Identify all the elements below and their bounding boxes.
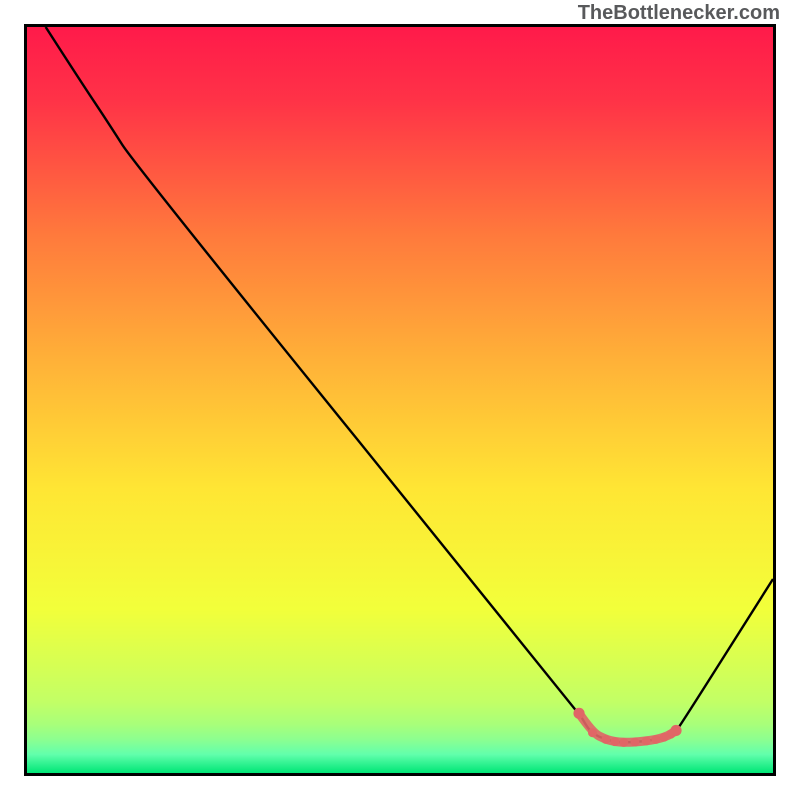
flat-zone-dot (573, 708, 584, 719)
flat-zone-dot (588, 728, 597, 737)
flat-zone-dot (610, 737, 619, 746)
flat-zone-marker (573, 708, 681, 747)
flat-zone-dot (651, 735, 660, 744)
flat-zone-dot (601, 735, 610, 744)
flat-zone-dot (642, 736, 651, 745)
curve-layer (27, 27, 773, 773)
bottleneck-chart: TheBottlenecker.com (0, 0, 800, 800)
flat-zone-dot (631, 738, 640, 747)
plot-area (24, 24, 776, 776)
bottleneck-curve (46, 27, 773, 742)
flat-zone-dot (670, 725, 681, 736)
watermark-text: TheBottlenecker.com (578, 2, 780, 25)
flat-zone-dot (619, 738, 628, 747)
